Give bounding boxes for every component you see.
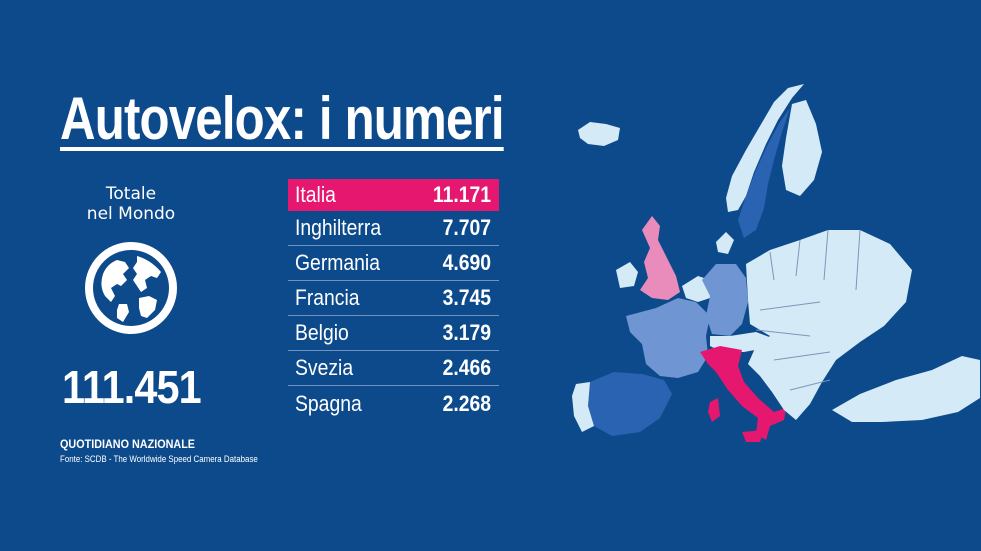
table-row: Francia 3.745 bbox=[288, 281, 499, 316]
map-sicily bbox=[742, 430, 764, 442]
map-iceland bbox=[578, 122, 620, 146]
country-value: 2.268 bbox=[442, 390, 491, 416]
map-denmark bbox=[716, 232, 734, 254]
world-total-block: Totale nel Mondo bbox=[56, 184, 206, 338]
page-title: Autovelox: i numeri bbox=[60, 85, 505, 152]
country-name: Francia bbox=[295, 285, 360, 310]
table-row: Svezia 2.466 bbox=[288, 351, 499, 386]
country-value: 4.690 bbox=[442, 250, 491, 275]
map-norway bbox=[726, 84, 804, 212]
map-sardinia bbox=[708, 398, 720, 422]
country-value: 3.179 bbox=[442, 320, 491, 345]
country-name: Inghilterra bbox=[295, 215, 382, 240]
map-benelux bbox=[682, 276, 710, 302]
table-row: Belgio 3.179 bbox=[288, 316, 499, 351]
map-turkey bbox=[832, 356, 980, 422]
map-finland bbox=[782, 100, 822, 196]
country-table: Italia 11.171 Inghilterra 7.707 Germania 4.69… bbox=[288, 179, 499, 421]
map-france bbox=[626, 298, 710, 378]
country-name: Italia bbox=[295, 182, 336, 207]
country-value: 3.745 bbox=[442, 285, 491, 310]
map-germany bbox=[702, 264, 748, 336]
country-name: Spagna bbox=[295, 390, 362, 416]
publisher-label: QUOTIDIANO NAZIONALE bbox=[60, 437, 195, 451]
source-note: Fonte: SCDB - The Worldwide Speed Camera… bbox=[60, 454, 258, 464]
map-eastern-europe bbox=[746, 230, 912, 420]
country-value: 2.466 bbox=[442, 355, 491, 380]
world-label-line1: Totale bbox=[105, 184, 157, 204]
map-portugal bbox=[572, 382, 594, 432]
table-row: Italia 11.171 bbox=[288, 179, 499, 211]
world-label-line2: nel Mondo bbox=[86, 204, 176, 224]
table-row: Inghilterra 7.707 bbox=[288, 211, 499, 246]
table-row: Spagna 2.268 bbox=[288, 386, 499, 421]
country-value: 7.707 bbox=[442, 215, 491, 240]
country-name: Svezia bbox=[295, 355, 354, 380]
table-row: Germania 4.690 bbox=[288, 246, 499, 281]
country-value: 11.171 bbox=[432, 182, 491, 207]
world-total-value: 111.451 bbox=[62, 361, 202, 413]
country-name: Belgio bbox=[295, 320, 349, 345]
country-name: Germania bbox=[295, 250, 381, 275]
globe-icon bbox=[85, 242, 177, 334]
map-italy bbox=[700, 346, 786, 440]
map-uk bbox=[640, 216, 680, 300]
europe-map bbox=[572, 84, 980, 442]
map-sweden bbox=[738, 108, 790, 238]
map-ireland bbox=[616, 262, 638, 288]
map-spain bbox=[588, 372, 672, 436]
